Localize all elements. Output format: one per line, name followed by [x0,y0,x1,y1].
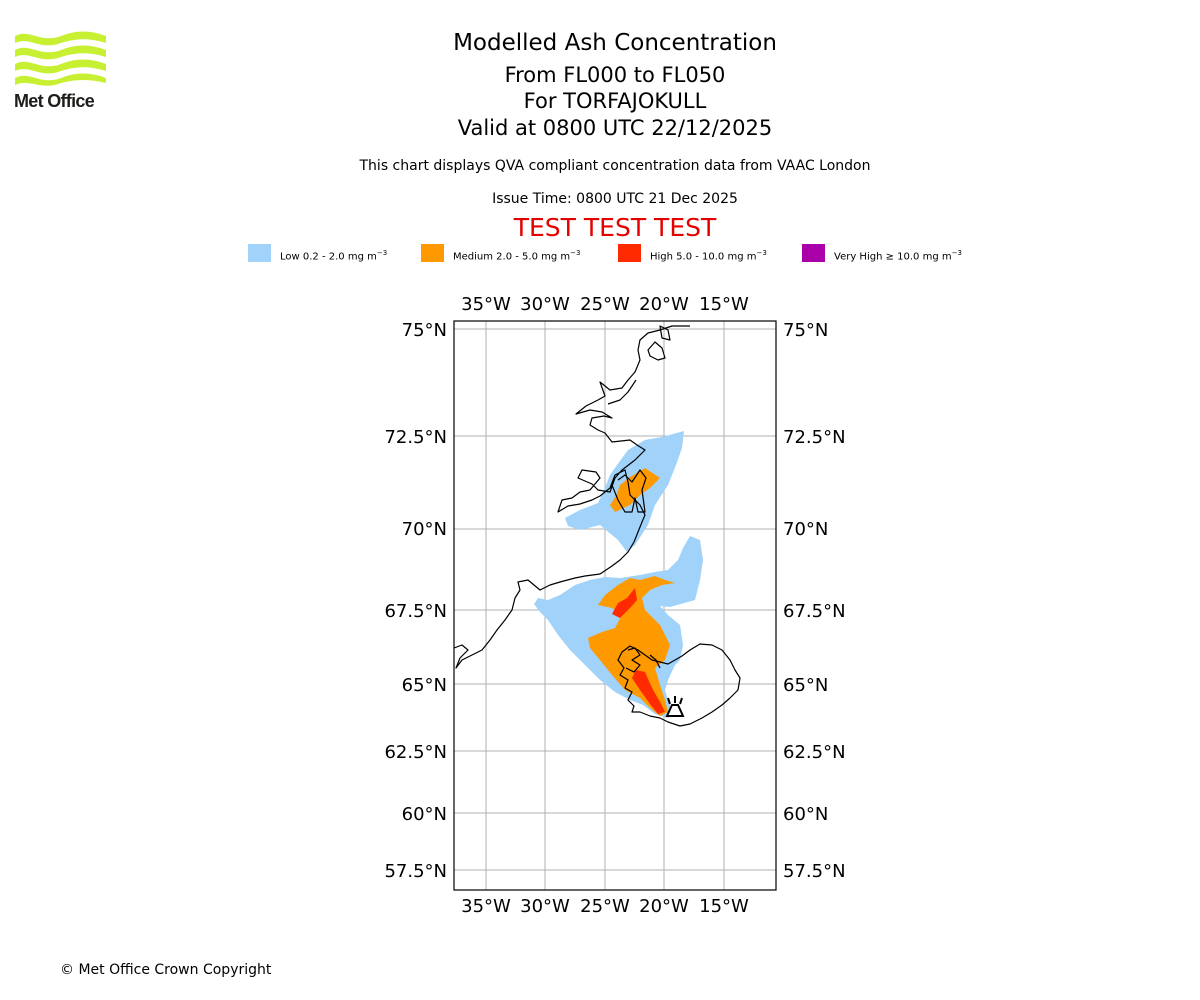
ash-medium-north [610,468,660,512]
lat-label-left-65n: 65°N [402,675,447,696]
legend-label-very-high: Very High ≥ 10.0 mg m [834,251,952,263]
lon-label-bottom-15w: 15°W [699,896,749,917]
legend-unit-medium: −3 [570,249,581,257]
longitude-labels-top: 35°W 30°W 25°W 20°W 15°W [461,294,749,315]
lat-label-right-57-5n: 57.5°N [783,861,846,882]
legend-unit-low: −3 [376,249,388,257]
legend-unit-high: −3 [756,249,767,257]
lon-label-bottom-20w: 20°W [639,896,689,917]
test-banner: TEST TEST TEST [513,213,717,242]
chart-description: This chart displays QVA compliant concen… [359,158,871,174]
lon-label-bottom-35w: 35°W [461,896,511,917]
copyright-notice: © Met Office Crown Copyright [60,962,272,978]
lat-label-left-72-5n: 72.5°N [384,427,447,448]
met-office-logo: Met Office [14,30,108,112]
ash-high-south [632,670,665,714]
map-frame [453,320,777,891]
legend-unit-very-high: −3 [951,249,962,257]
lon-label-top-25w: 25°W [580,294,630,315]
lat-label-left-60n: 60°N [402,804,447,825]
legend-label-high: High 5.0 - 10.0 mg m [650,251,757,263]
lat-label-right-60n: 60°N [783,804,828,825]
met-office-waves-icon [15,31,106,86]
valid-time: Valid at 0800 UTC 22/12/2025 [457,116,773,140]
latitude-labels-right: 75°N 72.5°N 70°N 67.5°N 65°N 62.5°N 60°N… [783,320,846,882]
met-office-logo-text: Met Office [14,91,95,111]
lon-label-top-35w: 35°W [461,294,511,315]
lat-label-right-75n: 75°N [783,320,828,341]
legend-label-low: Low 0.2 - 2.0 mg m [280,251,377,263]
lat-label-right-65n: 65°N [783,675,828,696]
volcano-marker-icon [665,696,685,717]
ash-medium-south [588,576,675,716]
lat-label-right-70n: 70°N [783,519,828,540]
ash-medium-areas [588,468,675,716]
legend-label-medium: Medium 2.0 - 5.0 mg m [453,251,571,263]
lat-label-left-67-5n: 67.5°N [384,601,447,622]
legend-swatch-low [248,244,271,262]
flight-level-range: From FL000 to FL050 [504,63,726,87]
lat-label-right-72-5n: 72.5°N [783,427,846,448]
coastline-iceland [617,643,741,727]
coastline-iceland-fjords [625,647,661,673]
legend-swatch-medium [421,244,444,262]
ash-high-north [612,588,637,618]
lat-label-right-62-5n: 62.5°N [783,742,846,763]
legend-swatch-high [618,244,641,262]
coastline-greenland-north-islands [647,325,671,361]
lat-label-left-75n: 75°N [402,320,447,341]
lon-label-bottom-30w: 30°W [520,896,570,917]
latitude-labels-left: 75°N 72.5°N 70°N 67.5°N 65°N 62.5°N 60°N… [384,320,447,882]
legend-swatch-very-high [802,244,825,262]
lat-label-left-70n: 70°N [402,519,447,540]
ash-high-areas [612,588,665,714]
map-area [454,321,776,890]
lat-label-left-57-5n: 57.5°N [384,861,447,882]
lon-label-top-15w: 15°W [699,294,749,315]
coastline-greenland [454,325,690,669]
legend-item-low: Low 0.2 - 2.0 mg m−3 [248,244,387,266]
legend-item-very-high: Very High ≥ 10.0 mg m−3 [802,244,962,266]
chart-title: Modelled Ash Concentration [453,30,777,56]
lon-label-top-20w: 20°W [639,294,689,315]
lat-label-right-67-5n: 67.5°N [783,601,846,622]
legend-item-medium: Medium 2.0 - 5.0 mg m−3 [421,244,580,266]
coastline-greenland-fjord [611,469,647,513]
lon-label-top-30w: 30°W [520,294,570,315]
coastlines [454,325,741,727]
issue-time: Issue Time: 0800 UTC 21 Dec 2025 [492,191,738,207]
longitude-labels-bottom: 35°W 30°W 25°W 20°W 15°W [461,896,749,917]
volcano-name: For TORFAJOKULL [523,89,707,113]
lat-label-left-62-5n: 62.5°N [384,742,447,763]
legend-item-high: High 5.0 - 10.0 mg m−3 [618,244,767,266]
lon-label-bottom-25w: 25°W [580,896,630,917]
